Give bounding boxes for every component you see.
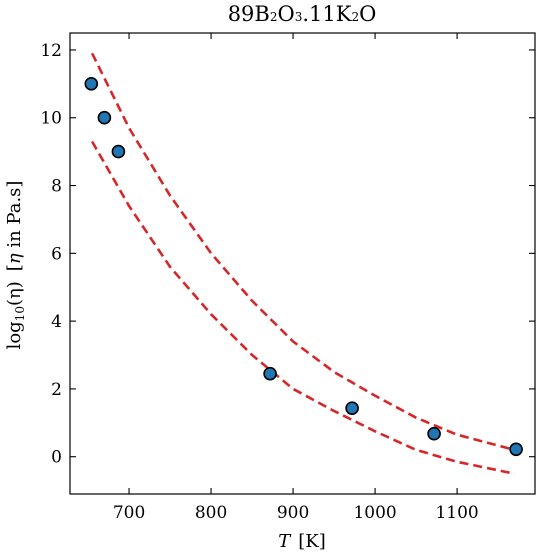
y-axis-label: log10(η) [η in Pa.s] (4, 181, 27, 350)
y-axis-unit: in Pa.s] (4, 181, 25, 254)
data-point (98, 112, 110, 124)
x-axis-unit: [K] (298, 531, 326, 552)
x-axis-variable: T (278, 531, 292, 552)
title-part: O (359, 2, 376, 26)
chart-title: 89B2O3.11K2O (228, 2, 377, 26)
data-point (510, 443, 522, 455)
data-point (264, 368, 276, 380)
title-part: 89B (228, 2, 270, 26)
title-part: .11K (302, 2, 351, 26)
y-axis-arg: (η) (4, 281, 25, 306)
plot-area (70, 33, 535, 494)
x-tick-label: 1100 (435, 503, 478, 523)
y-tick-label: 6 (51, 244, 62, 264)
title-subscript: 2 (351, 10, 359, 24)
plot-background (70, 33, 535, 494)
x-tick-label: 900 (277, 503, 309, 523)
y-axis-log: log (4, 321, 25, 349)
x-axis-label: T [K] (278, 531, 326, 552)
data-point (428, 428, 440, 440)
x-tick-label: 1000 (353, 503, 396, 523)
data-point (85, 78, 97, 90)
x-tick-label: 700 (113, 503, 145, 523)
y-axis-log-base: 10 (13, 306, 27, 321)
y-tick-label: 2 (51, 380, 62, 400)
y-tick-label: 4 (51, 312, 62, 332)
data-point (112, 146, 124, 158)
title-part: O (277, 2, 294, 26)
y-tick-label: 8 (51, 177, 62, 197)
data-point (346, 402, 358, 414)
y-tick-label: 12 (40, 41, 62, 61)
title-subscript: 2 (270, 10, 278, 24)
x-tick-label: 800 (195, 503, 227, 523)
title-subscript: 3 (295, 10, 303, 24)
y-tick-label: 10 (40, 109, 62, 129)
y-axis-eta: η (4, 253, 25, 264)
y-tick-label: 0 (51, 448, 62, 468)
y-axis-bracket: [ (4, 264, 25, 271)
